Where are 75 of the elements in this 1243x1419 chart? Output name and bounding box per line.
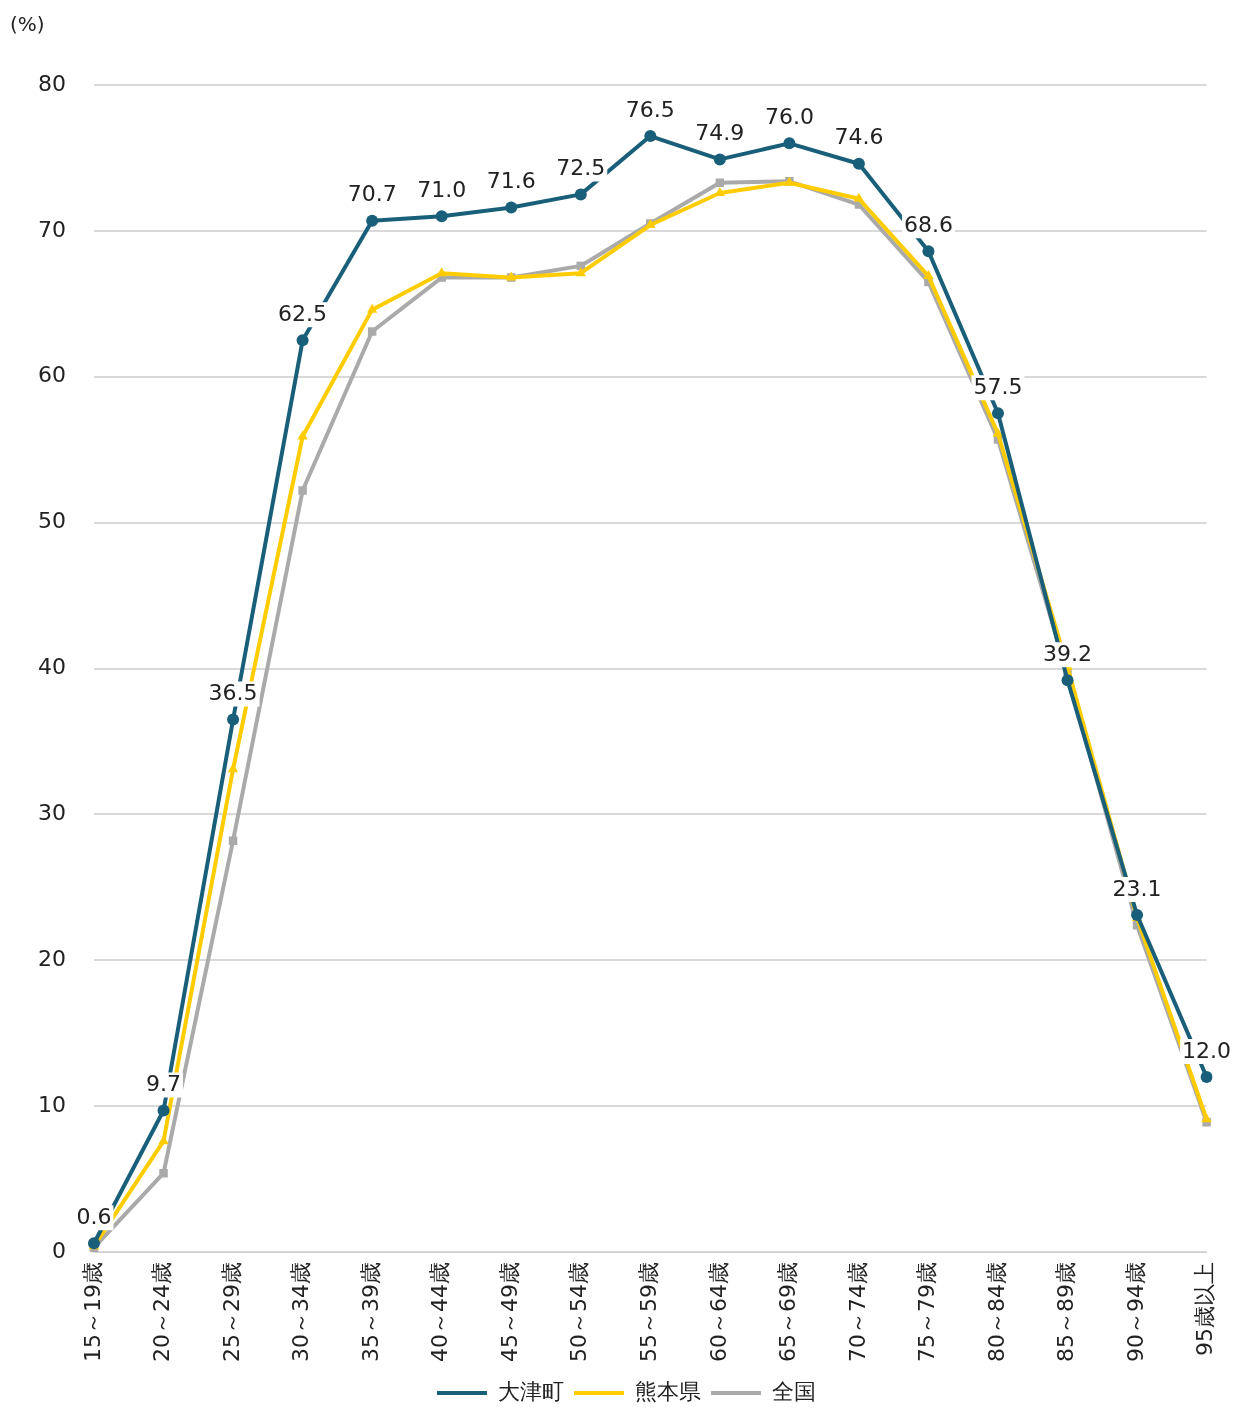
point	[923, 270, 934, 280]
point	[1061, 674, 1074, 687]
data-label: 70.7	[347, 181, 397, 207]
data-label: 9.7	[146, 1071, 182, 1097]
x-tick-label: 30～34歳	[288, 1262, 314, 1363]
point	[1201, 1113, 1212, 1123]
point	[435, 210, 448, 223]
legend-label: 大津町	[498, 1378, 564, 1404]
data-label: 68.6	[903, 212, 953, 238]
data-label: 74.6	[834, 124, 884, 150]
point	[922, 245, 935, 258]
point	[715, 178, 725, 187]
data-label: 39.2	[1043, 640, 1093, 666]
y-axis-title: (%)	[10, 12, 45, 37]
data-label: 62.5	[278, 301, 328, 326]
x-tick-label: 45～49歳	[496, 1262, 522, 1363]
x-tick-label: 60～64歳	[705, 1262, 731, 1363]
point	[158, 1135, 169, 1145]
point	[713, 153, 726, 166]
point	[852, 157, 865, 170]
point	[297, 430, 308, 440]
data-label: 74.9	[695, 120, 745, 146]
point	[159, 1169, 168, 1178]
data-label: 72.5	[556, 155, 606, 181]
legend-label: 熊本県	[635, 1378, 701, 1404]
y-tick-label: 70	[37, 216, 66, 242]
point	[853, 192, 865, 202]
point	[367, 327, 377, 336]
point	[575, 267, 586, 277]
y-tick-label: 60	[37, 362, 66, 388]
x-tick-label: 90～94歳	[1122, 1262, 1148, 1363]
point	[644, 130, 657, 143]
x-tick-label: 20～24歳	[149, 1262, 175, 1363]
point	[298, 486, 307, 495]
point	[228, 836, 238, 845]
x-tick-label: 85～89歳	[1053, 1262, 1079, 1363]
x-tick-label: 25～29歳	[218, 1262, 244, 1363]
point	[366, 303, 378, 313]
x-tick-label: 55～59歳	[636, 1262, 662, 1363]
x-tick-label: 80～84歳	[983, 1262, 1009, 1363]
data-label: 36.5	[208, 680, 258, 706]
point	[574, 188, 587, 201]
data-label: 57.5	[973, 373, 1023, 399]
x-tick-label: 35～39歳	[357, 1262, 383, 1363]
y-tick-label: 40	[37, 654, 66, 680]
point	[366, 214, 379, 227]
data-label: 71.0	[417, 177, 467, 203]
y-tick-label: 80	[37, 70, 66, 96]
x-tick-label: 75～79歳	[914, 1262, 940, 1363]
y-tick-label: 50	[37, 508, 66, 534]
x-tick-label: 70～74歳	[844, 1262, 870, 1363]
y-tick-label: 30	[37, 800, 66, 826]
point	[157, 1104, 170, 1117]
data-label: 71.6	[486, 168, 536, 194]
point	[783, 137, 796, 150]
y-tick-label: 0	[51, 1237, 66, 1263]
data-label: 76.5	[625, 96, 675, 122]
legend-label: 全国	[772, 1378, 816, 1404]
x-tick-label: 15～19歳	[79, 1262, 105, 1363]
point	[227, 763, 239, 773]
point	[505, 201, 518, 214]
point	[227, 713, 240, 726]
data-label: 0.6	[76, 1203, 112, 1229]
x-tick-label: 95歳以上	[1192, 1262, 1218, 1357]
x-tick-label: 65～69歳	[775, 1262, 801, 1363]
point	[991, 407, 1004, 420]
x-tick-label: 50～54歳	[566, 1262, 592, 1363]
y-tick-label: 20	[37, 945, 66, 971]
data-label: 23.1	[1112, 875, 1162, 901]
point	[1200, 1070, 1213, 1083]
data-label: 12.0	[1182, 1037, 1232, 1063]
y-tick-label: 10	[37, 1091, 66, 1117]
data-label: 76.0	[764, 104, 814, 130]
x-tick-label: 40～44歳	[427, 1262, 453, 1363]
point	[296, 334, 309, 347]
